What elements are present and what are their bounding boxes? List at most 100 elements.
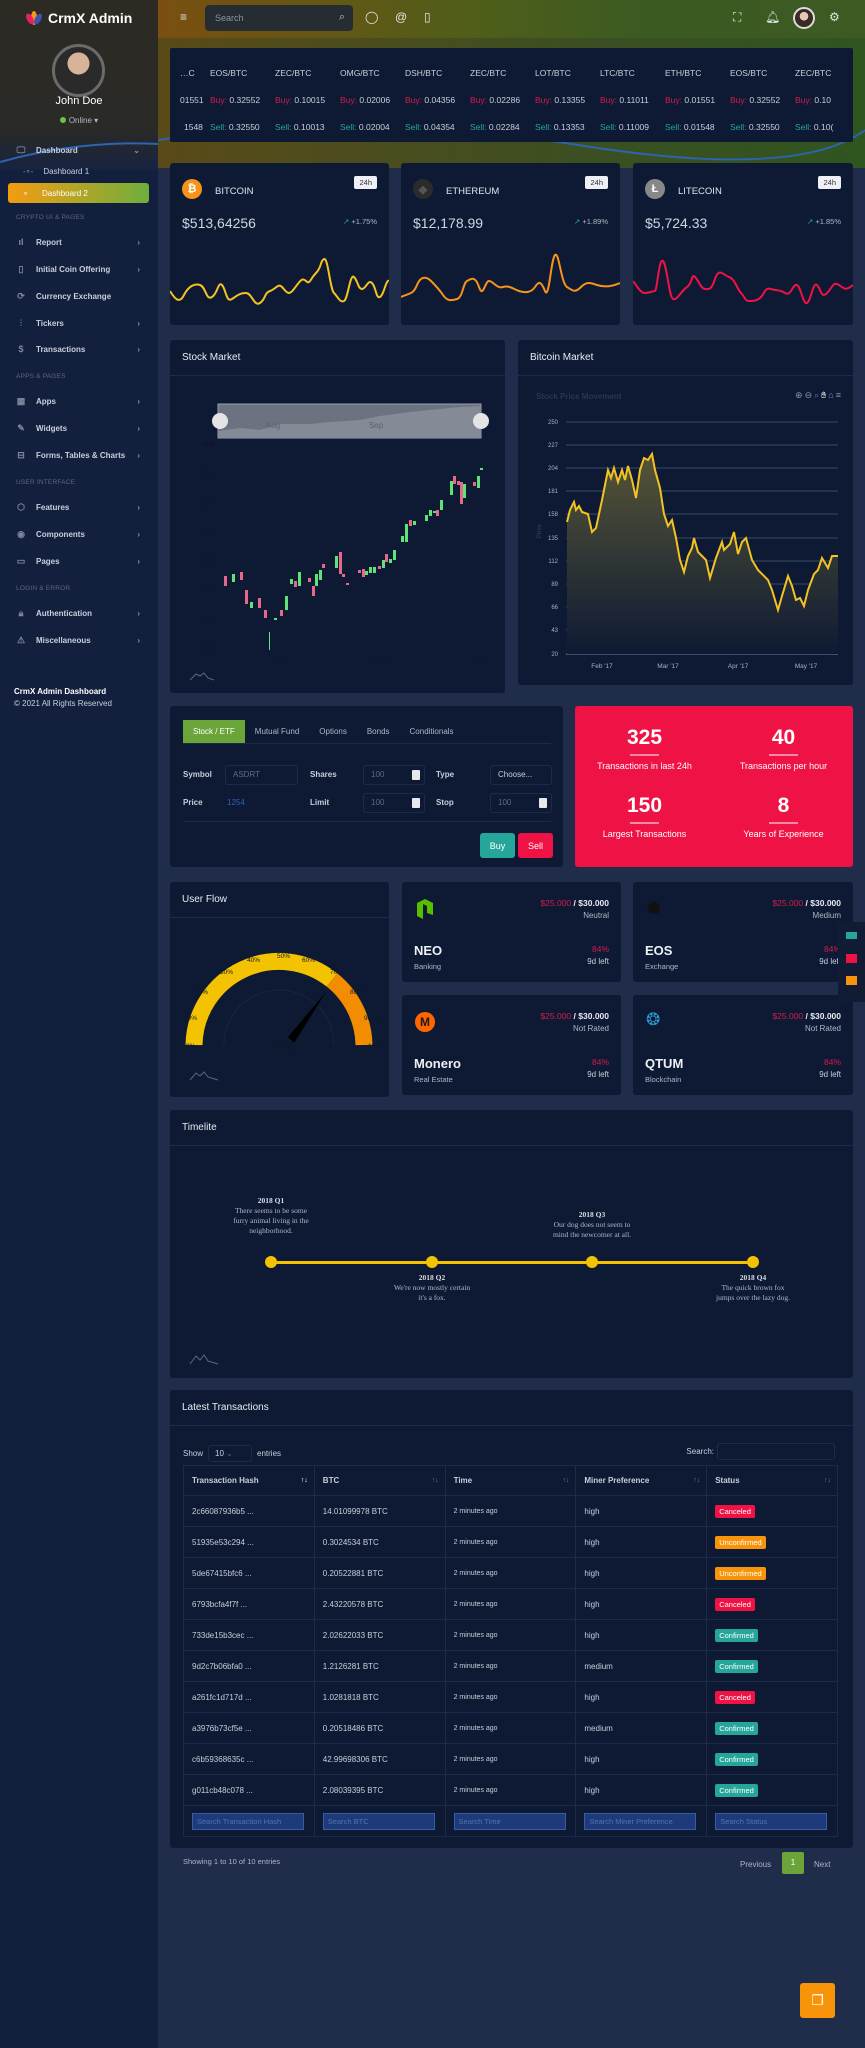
clipboard-icon[interactable]: ▯ bbox=[424, 10, 431, 24]
filter-status-input[interactable]: Search Status bbox=[715, 1812, 828, 1830]
sidebar-item-forms[interactable]: ⊟ Forms, Tables & Charts › bbox=[14, 446, 146, 464]
bell-icon[interactable]: 🔔︎ bbox=[765, 10, 781, 24]
reset-home-icon[interactable]: ⌂ bbox=[828, 390, 836, 400]
price-value: 1254 bbox=[227, 798, 245, 807]
chat-icon[interactable]: ◯ bbox=[365, 10, 379, 24]
symbol-input[interactable]: ASDRT bbox=[225, 765, 298, 785]
table-row[interactable]: 2c66087936b5 ... 14.01099978 BTC 2 minutes… bbox=[183, 1495, 838, 1527]
table-row[interactable]: 6793bcfa4f7f ... 2.43220578 BTC 2 minutes … bbox=[183, 1588, 838, 1620]
tab-mutual-fund[interactable]: Mutual Fund bbox=[254, 727, 300, 736]
nav-section-ui: USER INTERFACE bbox=[16, 479, 76, 486]
column-header-btc[interactable]: BTC ↑↓ bbox=[313, 1465, 446, 1496]
ico-card-qtum[interactable]: ❂ $25.000 / $30.000 Not Rated QTUM Blockc… bbox=[633, 995, 853, 1095]
svg-text:158: 158 bbox=[548, 512, 559, 518]
sidebar-sub-dashboard-1[interactable]: -∘- Dashboard 1 bbox=[23, 167, 90, 176]
ico-card-eos[interactable]: ⬟ $25.000 / $30.000 Medium EOS Exchange 8… bbox=[633, 882, 853, 982]
table-row[interactable]: a3976b73cf5e ... 0.20518486 BTC 2 minutes … bbox=[183, 1712, 838, 1744]
sidebar-item-features[interactable]: ⬡ Features › bbox=[14, 498, 146, 516]
filter-miner-input[interactable]: Search Miner Preference bbox=[584, 1812, 697, 1830]
image-icon[interactable] bbox=[846, 954, 857, 963]
chat-bubbles-icon[interactable] bbox=[846, 976, 857, 985]
period-badge[interactable]: 24h bbox=[585, 176, 608, 189]
money-icon[interactable] bbox=[846, 932, 857, 939]
sell-button[interactable]: Sell bbox=[518, 833, 553, 858]
table-row[interactable]: g011cb48c078 ... 2.08039395 BTC 2 minutes … bbox=[183, 1774, 838, 1806]
table-row[interactable]: 9d2c7b06bfa0 ... 1.2126281 BTC 2 minutes a… bbox=[183, 1650, 838, 1682]
table-search-input[interactable] bbox=[717, 1443, 835, 1460]
period-badge[interactable]: 24h bbox=[354, 176, 377, 189]
tab-options[interactable]: Options bbox=[319, 727, 347, 736]
settings-gear-icon[interactable]: ⚙ bbox=[829, 10, 840, 24]
table-row[interactable]: c6b59368635c ... 42.99698306 BTC 2 minutes… bbox=[183, 1743, 838, 1775]
sidebar-item-components[interactable]: ◉ Components › bbox=[14, 525, 146, 543]
user-avatar[interactable] bbox=[52, 44, 105, 97]
menu-toggle-icon[interactable]: ≡ bbox=[180, 10, 188, 24]
table-row[interactable]: 5de67415bfc6 ... 0.20522881 BTC 2 minutes … bbox=[183, 1557, 838, 1589]
pan-hand-icon[interactable]: ✋︎ bbox=[821, 390, 829, 400]
timeline-dot[interactable] bbox=[747, 1256, 759, 1268]
zoom-in-icon[interactable]: ⊕ bbox=[795, 390, 805, 400]
filter-hash-input[interactable]: Search Transaction Hash bbox=[192, 1812, 304, 1830]
sidebar-item-tickers[interactable]: ⫶ Tickers › bbox=[14, 314, 146, 332]
sidebar-item-dashboard[interactable]: 🖵 Dashboard ⌄ bbox=[14, 141, 146, 159]
tab-stock-etf[interactable]: Stock / ETF bbox=[183, 720, 245, 743]
bitcoin-area-chart[interactable]: 250 227 204 181 158 135 112 89 66 43 20 Price Feb … bbox=[518, 410, 853, 685]
sidebar-item-currency-exchange[interactable]: ⟳ Currency Exchange bbox=[14, 287, 146, 305]
search-input[interactable]: Search ⌕ bbox=[205, 5, 353, 31]
column-header-time[interactable]: Time ↑↓ bbox=[444, 1465, 577, 1496]
sidebar-item-authentication[interactable]: 🔒︎ Authentication › bbox=[14, 604, 146, 622]
sidebar-item-report[interactable]: ıl Report › bbox=[14, 233, 146, 251]
at-mention-icon[interactable]: @ bbox=[395, 10, 408, 24]
table-row[interactable]: 733de15b3cec ... 2.02622033 BTC 2 minutes … bbox=[183, 1619, 838, 1651]
chat-launcher-button[interactable]: ❐ bbox=[800, 1983, 835, 2018]
zoom-select-icon[interactable]: ⌕ bbox=[814, 390, 822, 400]
sidebar-item-miscellaneous[interactable]: ⚠︎ Miscellaneous › bbox=[14, 631, 146, 649]
chevron-right-icon: › bbox=[137, 608, 140, 618]
filter-time-input[interactable]: Search Time bbox=[453, 1812, 566, 1830]
sidebar-item-transactions[interactable]: $ Transactions › bbox=[14, 340, 146, 358]
sidebar-item-pages[interactable]: ▭ Pages › bbox=[14, 552, 146, 570]
pagination-next[interactable]: Next bbox=[814, 1860, 831, 1869]
qtum-logo-icon: ❂ bbox=[646, 1010, 661, 1029]
entries-select[interactable]: 10 ⌄ bbox=[208, 1445, 253, 1462]
stepper-icon[interactable] bbox=[412, 798, 420, 808]
tab-bonds[interactable]: Bonds bbox=[366, 727, 390, 736]
pagination-page-1[interactable]: 1 bbox=[782, 1852, 804, 1874]
zoom-out-icon[interactable]: ⊖ bbox=[804, 390, 815, 400]
pagination-previous[interactable]: Previous bbox=[740, 1860, 772, 1869]
status-badge: Canceled bbox=[715, 1597, 755, 1611]
limit-input[interactable]: 100 bbox=[363, 793, 425, 813]
fullscreen-icon[interactable]: ⛶ bbox=[733, 10, 742, 24]
status-badge: Confirmed bbox=[715, 1752, 758, 1766]
sidebar-item-widgets[interactable]: ✎ Widgets › bbox=[14, 419, 146, 437]
ico-card-neo[interactable]: $25.000 / $30.000 Neutral NEO Banking 84%… bbox=[402, 882, 621, 982]
nav-section-login: LOGIN & ERROR bbox=[16, 585, 71, 592]
sidebar-item-apps[interactable]: ▦ Apps › bbox=[14, 392, 146, 410]
sidebar-sub-dashboard-2[interactable]: ∘ Dashboard 2 bbox=[8, 183, 149, 203]
shares-input[interactable]: 100 bbox=[363, 765, 425, 785]
stepper-icon[interactable] bbox=[412, 770, 420, 780]
ico-card-monero[interactable]: M $25.000 / $30.000 Not Rated Monero Real… bbox=[402, 995, 621, 1095]
period-badge[interactable]: 24h bbox=[818, 176, 841, 189]
table-row[interactable]: 51935e53c294 ... 0.3024534 BTC 2 minutes a… bbox=[183, 1526, 838, 1558]
type-select[interactable]: Choose... bbox=[490, 765, 552, 785]
table-row[interactable]: a261fc1d717d ... 1.0281818 BTC 2 minutes a… bbox=[183, 1681, 838, 1713]
profile-avatar[interactable] bbox=[793, 7, 815, 29]
filter-btc-input[interactable]: Search BTC bbox=[322, 1812, 435, 1830]
column-header-miner[interactable]: Miner Preference ↑↓ bbox=[575, 1465, 708, 1496]
menu-icon[interactable]: ≡ bbox=[835, 390, 843, 400]
timeline-dot[interactable] bbox=[426, 1256, 438, 1268]
tab-conditionals[interactable]: Conditionals bbox=[409, 727, 454, 736]
stepper-icon[interactable] bbox=[539, 798, 547, 808]
candlestick-chart[interactable]: Aug Sep 180 180 170 160 150 140 130 120 110 Aug S… bbox=[170, 376, 505, 693]
app-logo[interactable]: CrmX Admin bbox=[25, 10, 132, 26]
stop-input[interactable]: 100 bbox=[490, 793, 552, 813]
timeline-dot[interactable] bbox=[265, 1256, 277, 1268]
user-status-dropdown[interactable]: Online ▾ bbox=[0, 116, 158, 125]
sidebar-item-ico[interactable]: ▯ Initial Coin Offering › bbox=[14, 260, 146, 278]
column-header-status[interactable]: Status ↑↓ bbox=[706, 1465, 838, 1496]
buy-button[interactable]: Buy bbox=[480, 833, 515, 858]
search-icon[interactable]: ⌕ bbox=[338, 11, 345, 23]
timeline-dot[interactable] bbox=[586, 1256, 598, 1268]
column-header-hash[interactable]: Transaction Hash ↑↓ bbox=[183, 1465, 315, 1496]
